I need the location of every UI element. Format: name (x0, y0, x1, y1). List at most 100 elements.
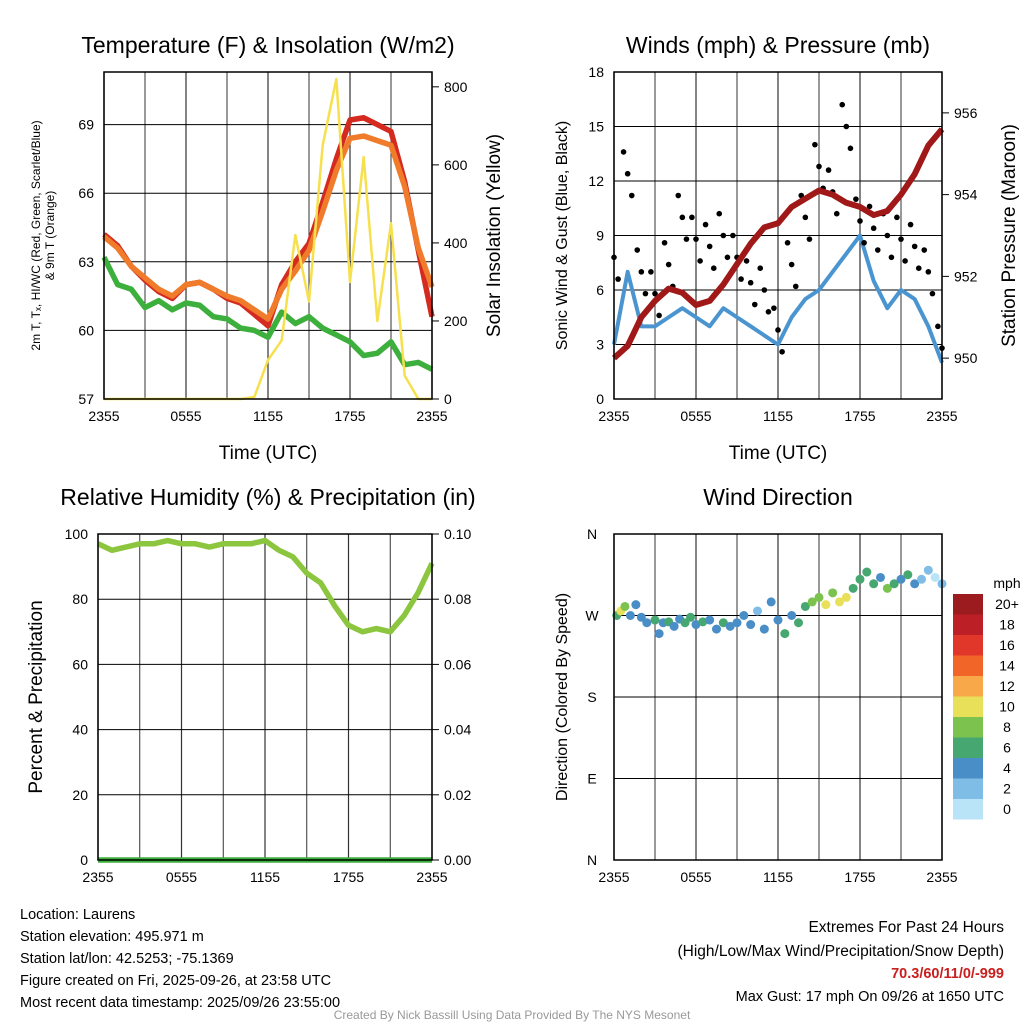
gust-point (902, 258, 908, 264)
x-tick-label: 2355 (416, 408, 447, 424)
wind-direction-point (712, 624, 721, 634)
wind-direction-point (923, 565, 933, 575)
wind-direction-point (636, 612, 646, 622)
legend-swatch (953, 676, 983, 697)
wind-direction-point (625, 611, 635, 620)
legend-label: 12 (999, 678, 1015, 694)
gust-point (710, 265, 717, 272)
gust-point (683, 236, 690, 242)
wind-direction-point (739, 611, 749, 620)
wind-direction-point (766, 597, 776, 607)
y-axis-label: Sonic Wind & Gust (Blue, Black) (554, 121, 571, 350)
y-tick-label: 66 (78, 185, 94, 201)
gust-point (689, 214, 695, 221)
x-tick-label: 2355 (598, 408, 629, 424)
y-axis-label-line2: & 9m T (Orange) (43, 191, 57, 281)
gust-point (866, 203, 873, 210)
gust-point (870, 225, 877, 232)
y2-tick-label: 0.00 (444, 852, 471, 868)
legend-label: 16 (999, 637, 1015, 653)
x-tick-label: 0555 (170, 408, 201, 424)
gust-point (615, 276, 621, 282)
legend-label: 20+ (995, 596, 1019, 612)
wind-direction-point (882, 583, 892, 593)
wind-direction-point (669, 621, 679, 631)
y-tick-label: 63 (78, 254, 94, 270)
gust-point (751, 301, 758, 308)
footer-latlon: Station lat/lon: 42.5253; -75.1369 (20, 951, 234, 967)
y-tick-label: 20 (72, 787, 88, 803)
wind-direction-point (686, 612, 696, 622)
wind-direction-point (814, 592, 824, 602)
x-tick-label: 2355 (926, 869, 957, 885)
y-tick-label: 0 (80, 852, 88, 868)
gust-point (665, 261, 672, 268)
gust-point (634, 247, 641, 253)
legend-swatch (953, 594, 983, 615)
legend-swatch (953, 778, 983, 799)
y2-tick-label: 950 (954, 350, 978, 366)
x-tick-label: 1755 (844, 869, 875, 885)
credit: Created By Nick Bassill Using Data Provi… (333, 1008, 691, 1022)
x-tick-label: 2355 (82, 869, 113, 885)
wind-direction-point (680, 618, 690, 628)
wind-direction-point (855, 574, 865, 584)
y-tick-label: 60 (72, 656, 88, 672)
y2-tick-label: 200 (444, 313, 468, 329)
x-tick-label: 1155 (763, 869, 793, 885)
legend-swatch (953, 737, 983, 758)
y-axis-label: Direction (Colored By Speed) (554, 593, 571, 801)
gust-point (743, 258, 750, 264)
x-tick-label: 1155 (763, 408, 793, 424)
legend-swatch (953, 758, 983, 779)
gust-point (720, 232, 727, 239)
wind-direction-point (841, 592, 851, 602)
wind-direction-point (698, 617, 708, 627)
gust-point (853, 196, 859, 202)
y-tick-label: 3 (596, 337, 604, 353)
gust-point (661, 239, 668, 246)
y-tick-label: 60 (78, 322, 94, 338)
y-tick-label: S (587, 689, 596, 705)
gust-point (648, 269, 654, 275)
legend-label: 6 (1003, 740, 1011, 756)
y-tick-label: N (587, 526, 597, 542)
y2-tick-label: 0 (444, 391, 452, 407)
gust-point (738, 276, 744, 282)
gust-point (697, 258, 703, 264)
plot-frame (97, 533, 433, 861)
legend-label: 14 (999, 658, 1015, 674)
gust-point (935, 323, 941, 330)
gust-point (620, 149, 627, 155)
gust-point (816, 163, 822, 170)
wind-direction-point (930, 572, 940, 582)
gust-point (898, 236, 904, 242)
series-line-td (101, 255, 434, 372)
x-tick-label: 0555 (166, 869, 197, 885)
series-line-9m-t (102, 133, 435, 322)
gust-point (884, 232, 891, 239)
gust-point (624, 170, 631, 177)
legend-swatch (953, 799, 983, 820)
gust-point (921, 247, 928, 253)
y2-tick-label: 0.10 (444, 526, 471, 542)
gust-point (788, 261, 795, 268)
gust-point (779, 348, 785, 355)
wind-direction-point (876, 572, 885, 582)
legend-label: 10 (999, 699, 1015, 715)
gust-point (839, 101, 846, 108)
footer-location: Location: Laurens (20, 907, 136, 923)
wind-direction-point (759, 624, 769, 634)
y2-axis-label: Solar Insolation (Yellow) (484, 134, 505, 337)
y-tick-label: W (585, 608, 599, 624)
y2-tick-label: 600 (444, 157, 468, 173)
x-tick-label: 0555 (680, 408, 711, 424)
y-tick-label: 6 (596, 282, 604, 298)
wind-direction-point (746, 620, 756, 630)
wind-direction-point (705, 615, 715, 625)
gust-point (693, 236, 699, 242)
gust-point (765, 309, 772, 315)
gust-point (775, 327, 781, 333)
wind-direction-point (903, 570, 913, 580)
gust-point (724, 254, 731, 261)
